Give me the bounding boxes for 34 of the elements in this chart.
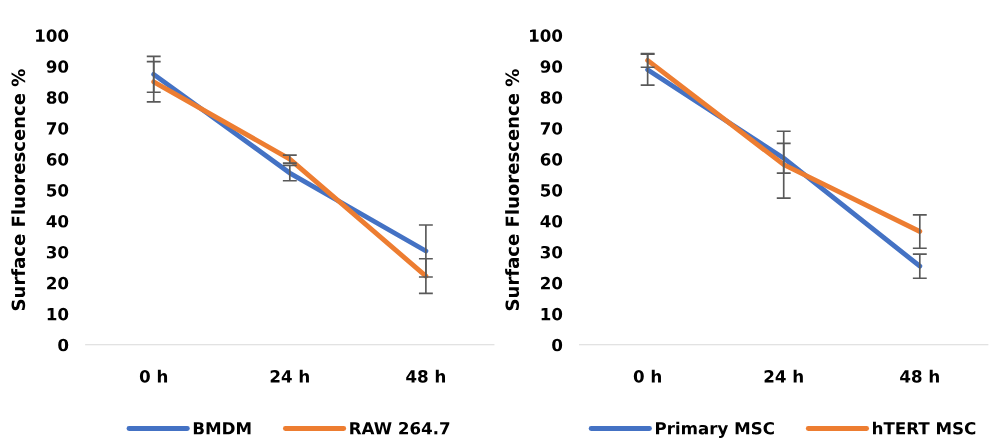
y-tick-label: 100 bbox=[530, 29, 563, 42]
y-tick-label: 100 bbox=[36, 29, 69, 42]
y-tick-label: 90 bbox=[540, 60, 563, 73]
x-tick-label: 48 h bbox=[900, 369, 939, 383]
y-tick-label: 90 bbox=[46, 60, 69, 73]
legend-label: Primary MSC bbox=[656, 421, 774, 438]
y-tick-label: 30 bbox=[540, 245, 563, 259]
y-tick-label: 70 bbox=[46, 122, 69, 135]
y-tick-label: 40 bbox=[46, 214, 69, 228]
x-tick-label: 48 h bbox=[406, 369, 446, 383]
y-tick-label: 20 bbox=[47, 276, 69, 290]
y-tick-label: 60 bbox=[540, 153, 563, 166]
y-tick-label: 80 bbox=[540, 91, 563, 104]
y-tick-label: 20 bbox=[541, 276, 563, 290]
x-tick-label: 0 h bbox=[139, 369, 168, 383]
x-tick-label: 24 h bbox=[764, 369, 803, 383]
y-tick-label: 40 bbox=[540, 214, 563, 228]
y-tick-label: 50 bbox=[541, 184, 563, 197]
y-tick-label: 50 bbox=[47, 184, 69, 197]
y-tick-label: 10 bbox=[47, 307, 69, 321]
y-tick-label: 0 bbox=[552, 338, 563, 352]
y-tick-label: 70 bbox=[540, 122, 563, 135]
y-axis-title: Surface Fluorescence % bbox=[505, 69, 520, 311]
y-tick-label: 60 bbox=[46, 153, 69, 166]
y-tick-label: 80 bbox=[46, 91, 69, 104]
x-tick-label: 24 h bbox=[270, 369, 309, 383]
y-axis-title: Surface Fluorescence % bbox=[11, 69, 26, 311]
y-tick-label: 0 bbox=[58, 338, 69, 352]
y-tick-label: 10 bbox=[541, 307, 563, 321]
legend-label: RAW 264.7 bbox=[350, 421, 450, 435]
legend-label: hTERT MSC bbox=[873, 421, 976, 435]
y-tick-label: 30 bbox=[46, 245, 69, 259]
x-tick-label: 0 h bbox=[633, 369, 661, 383]
legend-label: BMDM bbox=[193, 422, 251, 435]
